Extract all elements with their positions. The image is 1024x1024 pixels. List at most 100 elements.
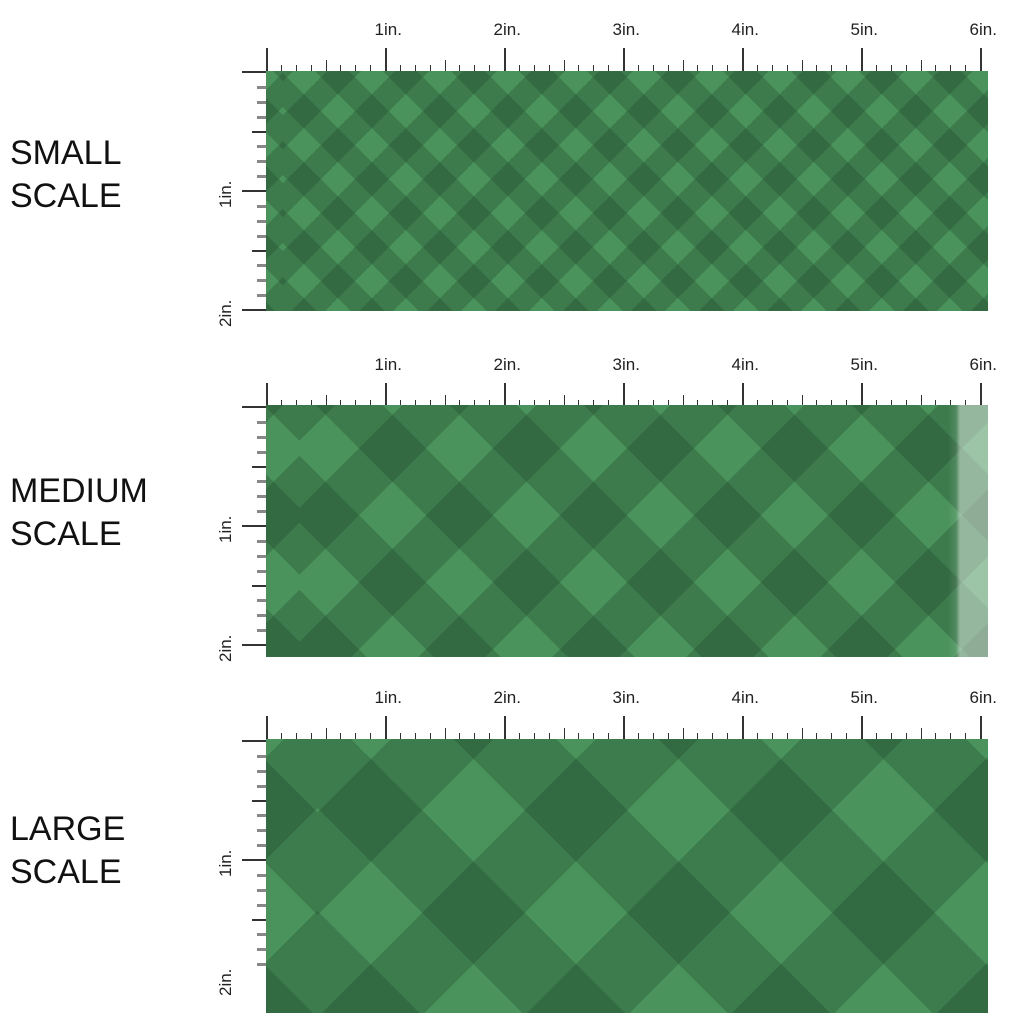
ruler-tick <box>266 48 268 72</box>
ruler-tick <box>385 383 387 407</box>
ruler-tick <box>325 60 327 72</box>
ruler-tick <box>252 918 266 921</box>
ruler-tick <box>370 733 372 740</box>
ruler-tick <box>533 400 535 407</box>
ruler-tick <box>257 539 266 543</box>
ruler-tick <box>474 733 476 740</box>
ruler-tick <box>252 249 266 252</box>
ruler-tick <box>399 733 401 740</box>
ruler-tick <box>414 733 416 740</box>
ruler-tick <box>504 48 506 72</box>
ruler-tick <box>266 716 268 740</box>
vertical-ruler: 1in. 2in. <box>216 740 266 996</box>
ruler-tick <box>533 65 535 72</box>
ruler-tick <box>965 65 967 72</box>
ruler-tick <box>370 400 372 407</box>
ruler-tick <box>608 400 610 407</box>
ruler-tick <box>846 400 848 407</box>
ruler-tick <box>266 383 268 407</box>
ruler-tick <box>667 65 669 72</box>
ruler-tick <box>444 60 446 72</box>
ruler-label: 3in. <box>612 355 640 374</box>
ruler-tick <box>489 65 491 72</box>
ruler-label: 4in. <box>731 355 759 374</box>
ruler-tick <box>637 65 639 72</box>
ruler-tick <box>399 400 401 407</box>
ruler-tick <box>257 599 266 603</box>
ruler-tick <box>310 400 312 407</box>
ruler-tick <box>548 65 550 72</box>
ruler-label: 6in. <box>969 20 997 39</box>
ruler-label: 5in. <box>850 355 878 374</box>
ruler-tick <box>905 65 907 72</box>
fade-overlay <box>948 405 988 657</box>
ruler-tick <box>242 406 266 408</box>
ruler-tick <box>801 60 803 72</box>
ruler-label: 1in. <box>374 688 402 707</box>
ruler-tick <box>563 395 565 407</box>
ruler-tick <box>257 294 266 298</box>
ruler-tick <box>742 716 744 740</box>
ruler-tick <box>548 733 550 740</box>
ruler-tick <box>712 65 714 72</box>
ruler-tick <box>489 733 491 740</box>
ruler-label: 6in. <box>969 688 997 707</box>
ruler-label: 6in. <box>969 355 997 374</box>
ruler-tick <box>801 395 803 407</box>
ruler-tick <box>340 400 342 407</box>
ruler-tick <box>518 65 520 72</box>
ruler-tick <box>459 65 461 72</box>
ruler-label: 1in. <box>374 355 402 374</box>
ruler-tick <box>980 48 982 72</box>
ruler-tick <box>325 395 327 407</box>
ruler-tick <box>504 383 506 407</box>
ruler-tick <box>257 754 266 758</box>
ruler-tick <box>756 733 758 740</box>
ruler-tick <box>257 420 266 424</box>
ruler-tick <box>280 733 282 740</box>
ruler-tick <box>295 400 297 407</box>
ruler-tick <box>816 65 818 72</box>
ruler-tick <box>257 554 266 558</box>
ruler-tick <box>459 733 461 740</box>
label-line1: SMALL <box>10 134 122 172</box>
ruler-tick <box>257 614 266 618</box>
ruler-tick <box>414 400 416 407</box>
ruler-tick <box>325 728 327 740</box>
ruler-tick <box>890 733 892 740</box>
ruler-label: 5in. <box>850 688 878 707</box>
ruler-tick <box>257 963 266 967</box>
label-line2: SCALE <box>10 853 122 891</box>
ruler-tick <box>771 65 773 72</box>
ruler-tick <box>518 400 520 407</box>
ruler-label: 5in. <box>850 20 878 39</box>
ruler-tick <box>257 175 266 179</box>
ruler-tick <box>429 733 431 740</box>
ruler-tick <box>831 400 833 407</box>
ruler-tick <box>890 400 892 407</box>
ruler-tick <box>257 888 266 892</box>
medium-scale-section: MEDIUM SCALE 1in. 2in. 3in. 4in. 5in. 6in. 1i… <box>10 355 997 662</box>
ruler-tick <box>697 733 699 740</box>
ruler-tick <box>920 728 922 740</box>
ruler-label: 2in. <box>216 968 235 996</box>
ruler-tick <box>935 65 937 72</box>
ruler-tick <box>459 400 461 407</box>
ruler-tick <box>920 60 922 72</box>
ruler-tick <box>965 733 967 740</box>
ruler-tick <box>593 65 595 72</box>
plaid-pattern <box>266 71 988 311</box>
ruler-tick <box>742 48 744 72</box>
ruler-tick <box>489 400 491 407</box>
ruler-tick <box>578 733 580 740</box>
ruler-tick <box>905 733 907 740</box>
ruler-tick <box>429 400 431 407</box>
ruler-tick <box>578 65 580 72</box>
ruler-tick <box>257 495 266 499</box>
ruler-tick <box>310 733 312 740</box>
ruler-tick <box>816 400 818 407</box>
ruler-tick <box>257 829 266 833</box>
ruler-label: 1in. <box>216 849 235 877</box>
ruler-tick <box>786 733 788 740</box>
ruler-tick <box>257 160 266 164</box>
